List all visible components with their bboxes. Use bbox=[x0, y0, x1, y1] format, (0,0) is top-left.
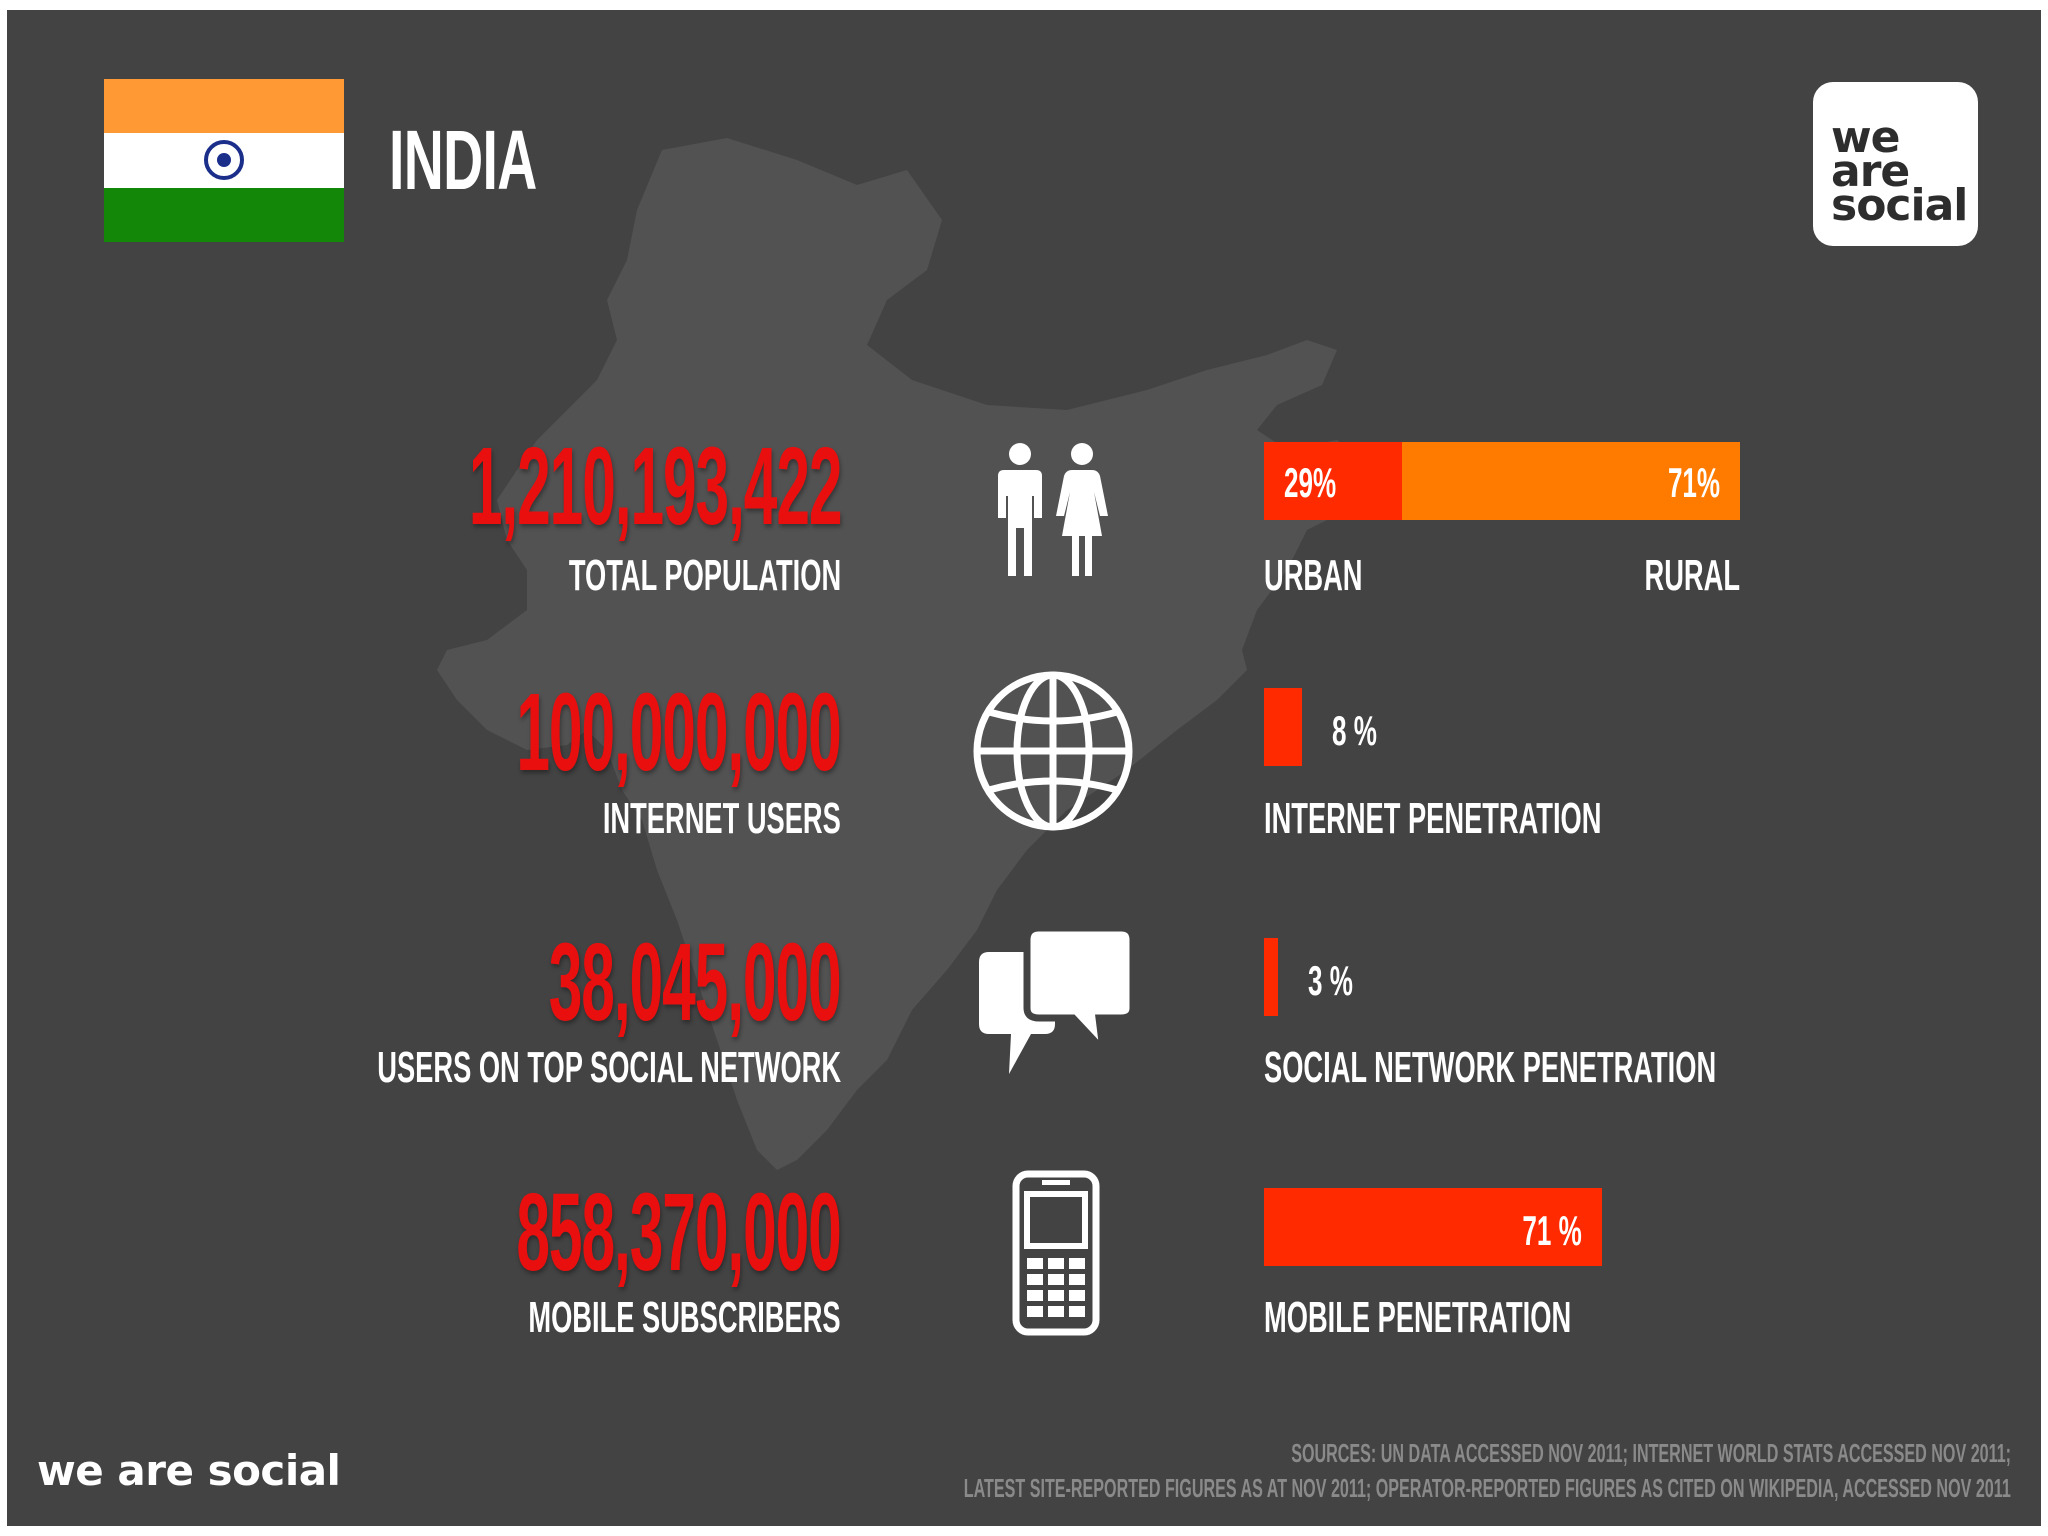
internet-users-value: 100,000,000 bbox=[516, 671, 842, 794]
logo-line-are: are bbox=[1831, 146, 1910, 197]
mobile-subscribers-label: MOBILE SUBSCRIBERS bbox=[528, 1293, 841, 1342]
internet-users-label: INTERNET USERS bbox=[603, 794, 841, 843]
urban-share-value-label: 29% bbox=[1284, 459, 1337, 506]
total-population-value: 1,210,193,422 bbox=[468, 425, 842, 548]
we-are-social-logo: we are social bbox=[1813, 82, 1978, 246]
brand-wordmark: we are social bbox=[37, 1446, 341, 1495]
globe-icon bbox=[973, 671, 1133, 831]
internet-penetration-bar bbox=[1264, 688, 1303, 766]
india-map-silhouette bbox=[437, 138, 1377, 1170]
urban-share-bar bbox=[1264, 442, 1403, 520]
mobile-phone-icon bbox=[1012, 1170, 1100, 1336]
speech-bubbles-icon bbox=[979, 924, 1137, 1074]
social-network-users-value: 38,045,000 bbox=[549, 921, 842, 1044]
rural-share-value-label: 71% bbox=[1667, 459, 1720, 506]
sources-line-2: LATEST SITE-REPORTED FIGURES AS AT NOV 2… bbox=[963, 1473, 2011, 1503]
internet-penetration-value-label: 8 % bbox=[1332, 707, 1377, 754]
sources-line-1: SOURCES: UN DATA ACCESSED NOV 2011; INTE… bbox=[1291, 1438, 2011, 1468]
logo-line-social: social bbox=[1831, 180, 1968, 231]
social-network-penetration-label: SOCIAL NETWORK PENETRATION bbox=[1264, 1043, 1717, 1092]
flag-green-band bbox=[104, 187, 344, 242]
ashoka-chakra-icon bbox=[204, 140, 244, 180]
rural-category-label: RURAL bbox=[1644, 551, 1740, 600]
mobile-subscribers-value: 858,370,000 bbox=[516, 1171, 842, 1294]
mobile-penetration-bar bbox=[1264, 1188, 1602, 1266]
logo-line-we: we bbox=[1831, 112, 1900, 163]
urban-category-label: URBAN bbox=[1264, 551, 1363, 600]
total-population-label: TOTAL POPULATION bbox=[568, 551, 841, 600]
infographic-slide: INDIA we are social 1,210,193,422 TOTAL … bbox=[7, 10, 2041, 1526]
mobile-penetration-label: MOBILE PENETRATION bbox=[1264, 1293, 1572, 1342]
social-network-penetration-bar bbox=[1264, 938, 1279, 1016]
social-network-penetration-value-label: 3 % bbox=[1308, 957, 1354, 1004]
social-network-users-label: USERS ON TOP SOCIAL NETWORK bbox=[377, 1043, 841, 1092]
rural-share-bar bbox=[1402, 442, 1740, 520]
people-icon bbox=[998, 443, 1108, 576]
mobile-penetration-value-label: 71 % bbox=[1522, 1207, 1582, 1254]
india-flag bbox=[104, 79, 344, 242]
page-title: INDIA bbox=[389, 113, 537, 207]
flag-saffron-band bbox=[104, 79, 344, 134]
internet-penetration-label: INTERNET PENETRATION bbox=[1264, 794, 1602, 843]
